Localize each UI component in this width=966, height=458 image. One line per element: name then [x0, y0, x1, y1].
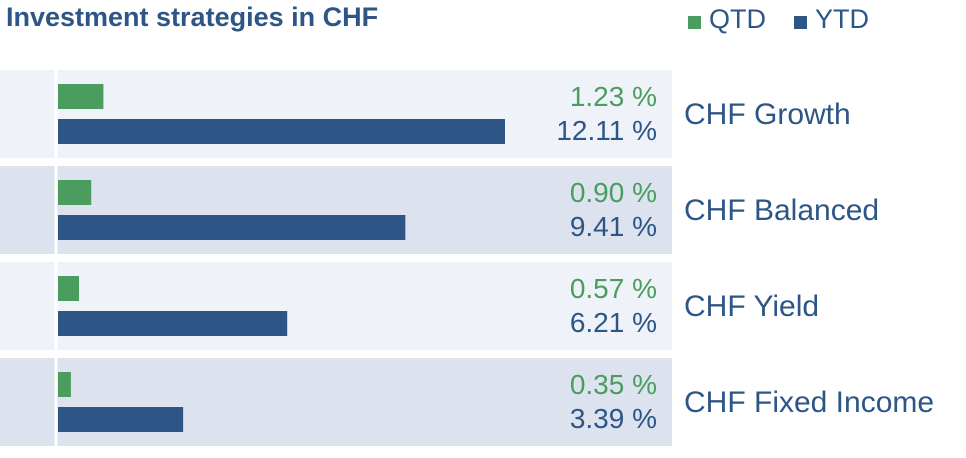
- category-label-chf-fixed-income: CHF Fixed Income: [684, 386, 934, 419]
- legend-item-ytd: YTD: [794, 4, 869, 35]
- bar-ytd-chf-growth: [58, 119, 505, 144]
- bar-qtd-chf-growth: [58, 84, 104, 109]
- value-label-qtd-chf-growth: 1.23 %: [570, 81, 657, 112]
- value-label-qtd-chf-balanced: 0.90 %: [570, 177, 657, 208]
- legend-label-qtd: QTD: [709, 3, 766, 34]
- value-label-qtd-chf-fixed-income: 0.35 %: [570, 369, 657, 400]
- value-label-qtd-chf-yield: 0.57 %: [570, 273, 657, 304]
- category-label-chf-balanced: CHF Balanced: [684, 194, 879, 227]
- bar-ytd-chf-fixed-income: [58, 407, 184, 432]
- category-label-chf-yield: CHF Yield: [684, 290, 819, 323]
- value-label-ytd-chf-balanced: 9.41 %: [570, 211, 657, 242]
- legend-swatch-qtd: [688, 15, 701, 29]
- legend-swatch-ytd: [794, 15, 807, 29]
- chart-legend: QTD YTD: [688, 2, 897, 36]
- bar-qtd-chf-balanced: [58, 180, 92, 205]
- category-label-chf-growth: CHF Growth: [684, 98, 851, 131]
- bar-ytd-chf-balanced: [58, 215, 406, 240]
- bar-ytd-chf-yield: [58, 311, 288, 336]
- bar-qtd-chf-fixed-income: [58, 372, 71, 397]
- legend-label-ytd: YTD: [815, 3, 869, 34]
- bar-qtd-chf-yield: [58, 276, 80, 301]
- value-label-ytd-chf-yield: 6.21 %: [570, 307, 657, 338]
- legend-item-qtd: QTD: [688, 4, 766, 35]
- value-label-ytd-chf-fixed-income: 3.39 %: [570, 403, 657, 434]
- chart-title: Investment strategies in CHF: [6, 2, 379, 32]
- value-label-ytd-chf-growth: 12.11 %: [556, 115, 657, 146]
